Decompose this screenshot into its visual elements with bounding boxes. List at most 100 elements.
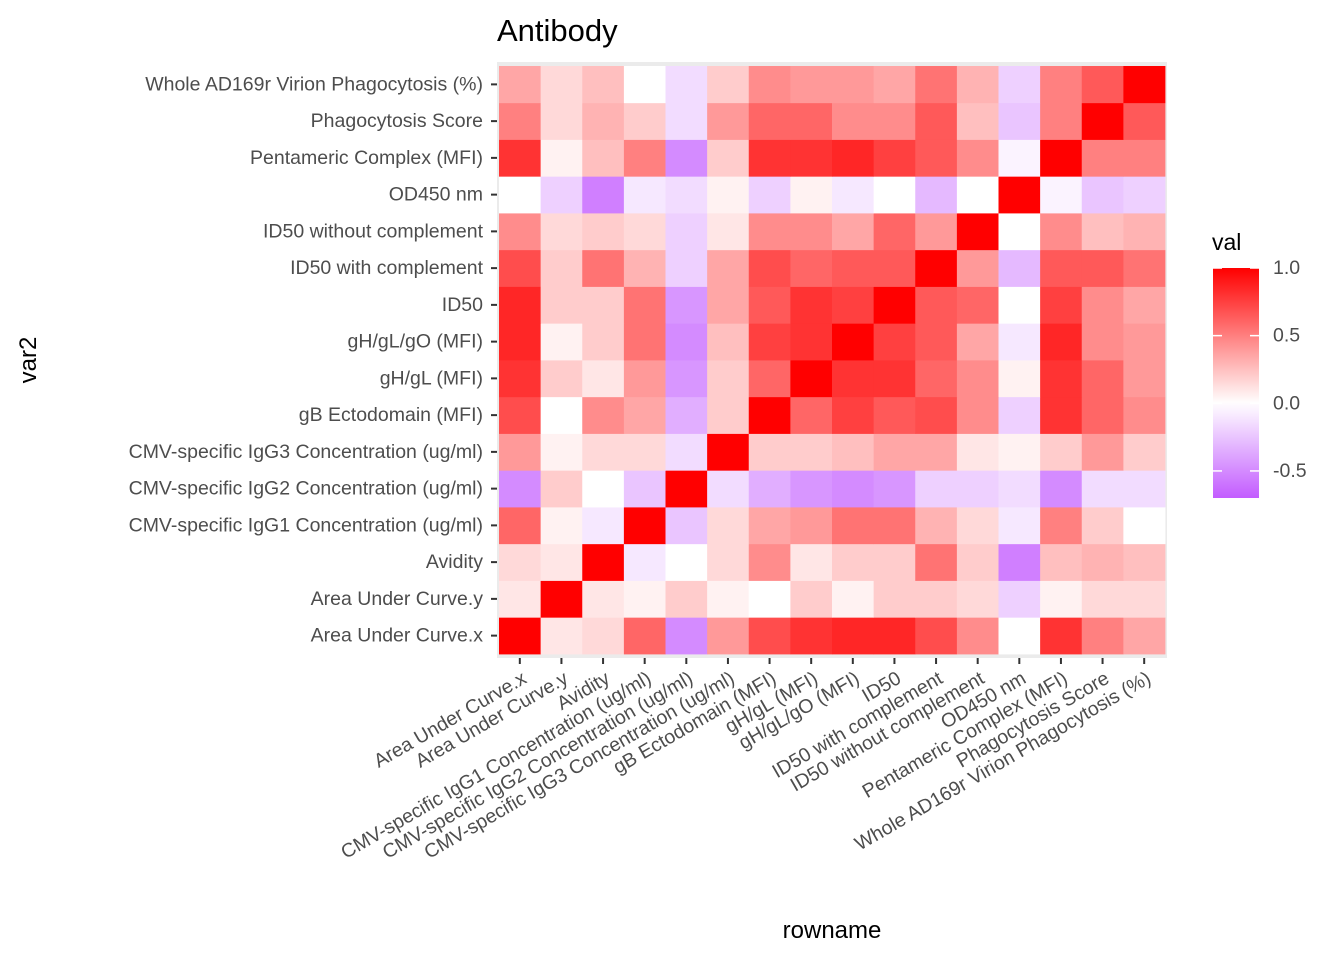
heatmap-cell [540,360,583,398]
heatmap-cell [790,507,833,545]
heatmap-cell [665,433,708,471]
heatmap-cell [540,249,583,287]
y-tick-label: Area Under Curve.y [311,588,484,610]
heatmap-cell [1081,470,1124,508]
heatmap-cell [499,507,542,545]
heatmap-cell [499,323,542,361]
heatmap-cell [1081,176,1124,214]
heatmap-cell [540,176,583,214]
heatmap-cell [915,507,958,545]
legend-tick-label: -0.5 [1273,460,1307,482]
heatmap-cell [665,580,708,618]
heatmap-cell [540,66,583,104]
heatmap-cell [1081,139,1124,177]
heatmap-cell [790,580,833,618]
heatmap-cell [956,617,999,655]
heatmap-cell [540,102,583,140]
heatmap-cell [540,543,583,581]
heatmap-cell [1123,360,1166,398]
heatmap-cell [790,66,833,104]
heatmap-cell [582,396,625,434]
heatmap-cell [665,102,708,140]
heatmap-cell [499,360,542,398]
heatmap-cell [790,617,833,655]
heatmap-cell [790,286,833,324]
heatmap-cell [832,617,875,655]
heatmap-cell [748,213,791,251]
heatmap-cell [582,470,625,508]
heatmap-cell [1081,249,1124,287]
heatmap-cell [1040,139,1083,177]
chart-title: Antibody [497,13,618,48]
heatmap-cell [1081,433,1124,471]
heatmap-cell [623,507,666,545]
heatmap-cell [873,433,916,471]
heatmap-cell [540,507,583,545]
heatmap-cell [1123,249,1166,287]
heatmap-cell [748,470,791,508]
heatmap-cell [665,396,708,434]
heatmap-cell [499,580,542,618]
y-tick-label: Avidity [426,551,483,573]
heatmap-cell [665,213,708,251]
heatmap-cell [665,543,708,581]
heatmap-cell [956,286,999,324]
heatmap-cell [748,286,791,324]
heatmap-cell [1123,433,1166,471]
legend-tick-label: 0.0 [1273,392,1300,414]
heatmap-cell [832,139,875,177]
heatmap-cell [915,360,958,398]
heatmap-cell [873,286,916,324]
heatmap-cell [665,617,708,655]
heatmap-cell [748,249,791,287]
heatmap-cell [665,176,708,214]
heatmap-cell [1081,507,1124,545]
heatmap-cell [707,66,750,104]
heatmap-cell [956,507,999,545]
heatmap-cell [1040,176,1083,214]
heatmap-cell [873,176,916,214]
heatmap-cell [832,507,875,545]
heatmap-cell [499,139,542,177]
heatmap-cell [748,323,791,361]
heatmap-cell [499,470,542,508]
y-tick-label: gH/gL/gO (MFI) [348,331,483,353]
heatmap-cell [790,176,833,214]
y-tick-label: ID50 with complement [290,257,483,279]
heatmap-cell [915,323,958,361]
heatmap-cell [873,323,916,361]
heatmap-cell [665,249,708,287]
heatmap-cell [1040,323,1083,361]
heatmap-cell [1123,470,1166,508]
heatmap-cell [873,507,916,545]
heatmap-cell [1040,543,1083,581]
heatmap-cell [582,580,625,618]
heatmap-cell [1040,102,1083,140]
heatmap-cell [956,139,999,177]
y-tick-label: ID50 [442,294,483,316]
heatmap-cell [582,286,625,324]
heatmap-cell [832,433,875,471]
heatmap-cell [956,396,999,434]
y-tick-label: CMV-specific IgG2 Concentration (ug/ml) [129,478,483,500]
heatmap-cell [832,176,875,214]
heatmap-cell [623,176,666,214]
heatmap-cell [998,102,1041,140]
heatmap-cell [665,286,708,324]
heatmap-cell [623,433,666,471]
heatmap-cell [998,543,1041,581]
heatmap-cell [748,360,791,398]
heatmap-cell [1040,286,1083,324]
heatmap-cell [707,249,750,287]
heatmap-cell [499,249,542,287]
heatmap-cell [1081,66,1124,104]
heatmap-cell [915,396,958,434]
heatmap-cell [582,139,625,177]
heatmap-cell [873,396,916,434]
heatmap-cell [790,139,833,177]
heatmap-cell [915,470,958,508]
heatmap-cell [915,249,958,287]
